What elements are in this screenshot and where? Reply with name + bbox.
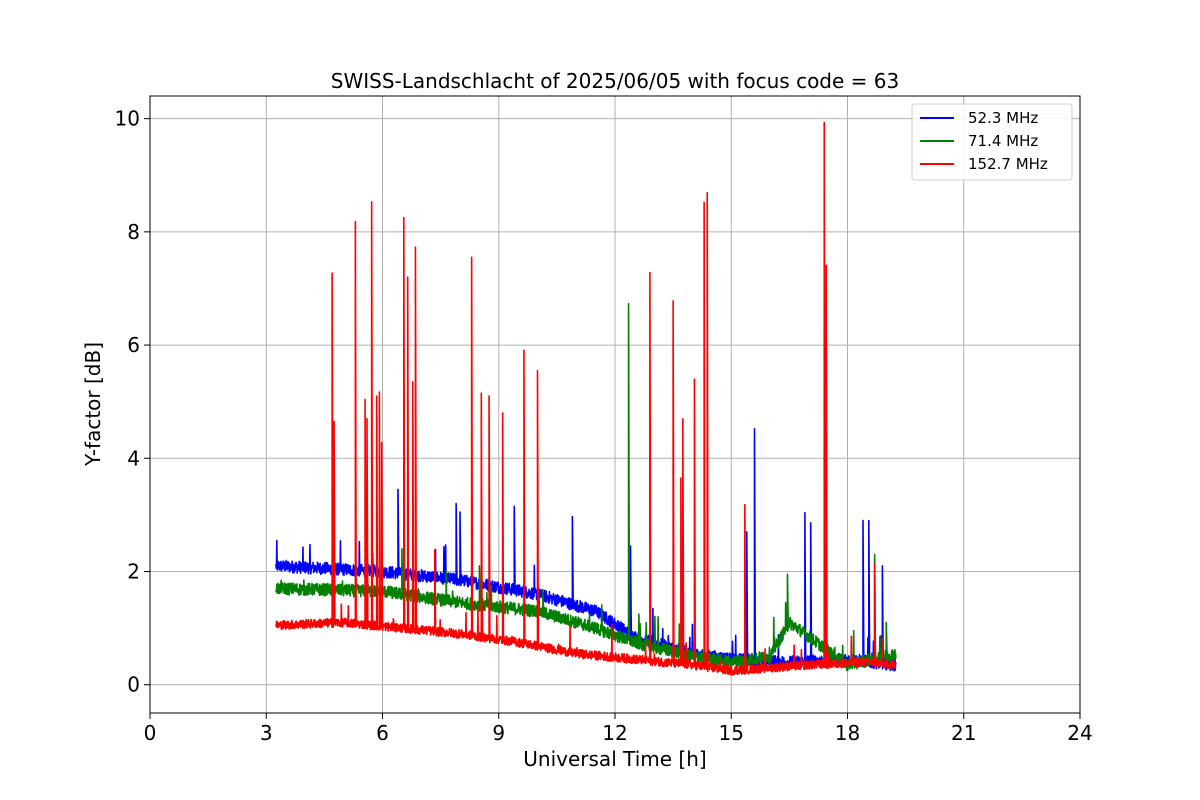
series-2 [275, 121, 897, 676]
y-tick-label: 10 [115, 107, 140, 131]
x-tick-label: 12 [602, 721, 627, 745]
x-tick-label: 0 [144, 721, 157, 745]
y-tick-label: 4 [127, 446, 140, 470]
legend-label: 152.7 MHz [968, 155, 1048, 173]
x-tick-label: 15 [719, 721, 744, 745]
x-tick-label: 18 [835, 721, 860, 745]
y-tick-label: 2 [127, 559, 140, 583]
legend-label: 71.4 MHz [968, 132, 1038, 150]
legend-box [911, 103, 1073, 181]
x-tick-label: 9 [492, 721, 505, 745]
y-axis-label: Y-factor [dB] [81, 342, 105, 467]
x-tick-label: 6 [376, 721, 389, 745]
y-tick-label: 8 [127, 220, 140, 244]
x-tick-label: 3 [260, 721, 273, 745]
series-line [275, 121, 897, 676]
plot-lines [275, 121, 897, 676]
y-tick-label: 0 [127, 673, 140, 697]
y-tick-label: 6 [127, 333, 140, 357]
x-tick-label: 24 [1067, 721, 1092, 745]
x-tick-label: 21 [951, 721, 976, 745]
chart-title: SWISS-Landschlacht of 2025/06/05 with fo… [331, 69, 899, 93]
legend-label: 52.3 MHz [968, 109, 1038, 127]
legend: 52.3 MHz 71.4 MHz 152.7 MHz [911, 103, 1073, 181]
x-axis-label: Universal Time [h] [523, 747, 706, 771]
